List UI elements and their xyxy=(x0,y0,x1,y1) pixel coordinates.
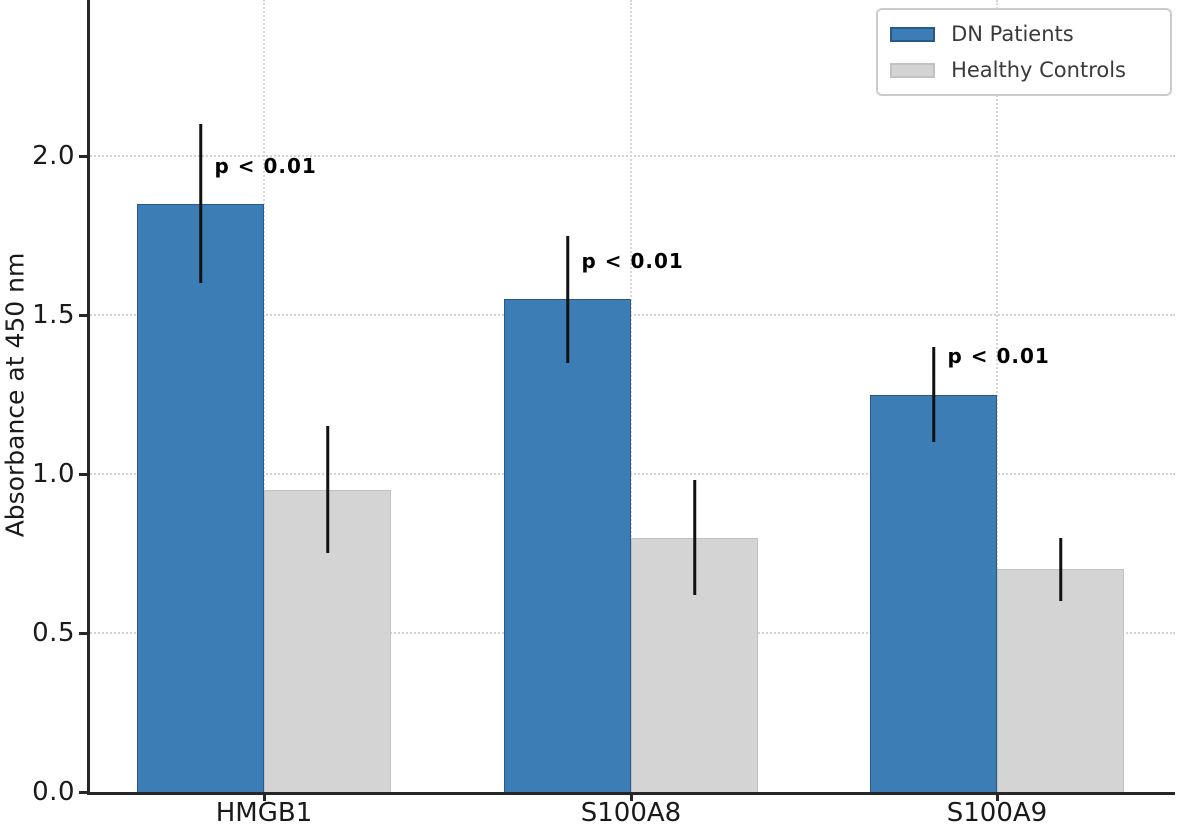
legend: DN Patients Healthy Controls xyxy=(876,8,1172,96)
y-axis-label: Absorbance at 450 nm xyxy=(0,252,30,538)
error-bar xyxy=(1058,537,1063,602)
significance-annotation: p < 0.01 xyxy=(947,344,1050,369)
y-tick-label: 0.0 xyxy=(32,777,75,807)
x-tick-mark xyxy=(630,794,633,801)
bar-S100A9-dn xyxy=(870,394,997,792)
legend-label: DN Patients xyxy=(951,22,1074,46)
legend-swatch-icon xyxy=(890,26,936,42)
legend-item: Healthy Controls xyxy=(890,58,1152,82)
bar-HMGB1-dn xyxy=(137,203,264,792)
y-tick-label: 1.0 xyxy=(32,459,75,489)
v-gridline xyxy=(263,0,265,792)
legend-label: Healthy Controls xyxy=(951,58,1126,82)
bar-S100A8-hc xyxy=(631,537,758,792)
legend-item: DN Patients xyxy=(890,22,1152,46)
error-bar xyxy=(198,124,203,284)
significance-annotation: p < 0.01 xyxy=(214,153,317,178)
x-tick-label: HMGB1 xyxy=(215,798,313,827)
x-tick-mark xyxy=(263,794,266,801)
x-tick-label: S100A8 xyxy=(580,798,682,827)
error-bar xyxy=(931,346,936,443)
y-tick-mark xyxy=(79,314,87,317)
bar-S100A9-hc xyxy=(997,569,1124,792)
y-tick-label: 1.5 xyxy=(32,300,75,330)
y-tick-label: 2.0 xyxy=(32,141,75,171)
y-tick-mark xyxy=(79,632,87,635)
legend-swatch-icon xyxy=(890,62,936,78)
v-gridline xyxy=(996,0,998,792)
error-bar xyxy=(692,480,697,595)
error-bar xyxy=(325,426,330,554)
significance-annotation: p < 0.01 xyxy=(581,248,684,273)
y-tick-label: 0.5 xyxy=(32,618,75,648)
x-tick-label: S100A9 xyxy=(946,798,1048,827)
x-axis-spine xyxy=(87,792,1175,795)
bar-S100A8-dn xyxy=(504,299,631,792)
y-axis-spine xyxy=(87,0,90,794)
y-tick-mark xyxy=(79,473,87,476)
y-tick-mark xyxy=(79,791,87,794)
error-bar xyxy=(565,235,570,363)
y-tick-mark xyxy=(79,155,87,158)
v-gridline xyxy=(630,0,632,792)
x-tick-mark xyxy=(996,794,999,801)
